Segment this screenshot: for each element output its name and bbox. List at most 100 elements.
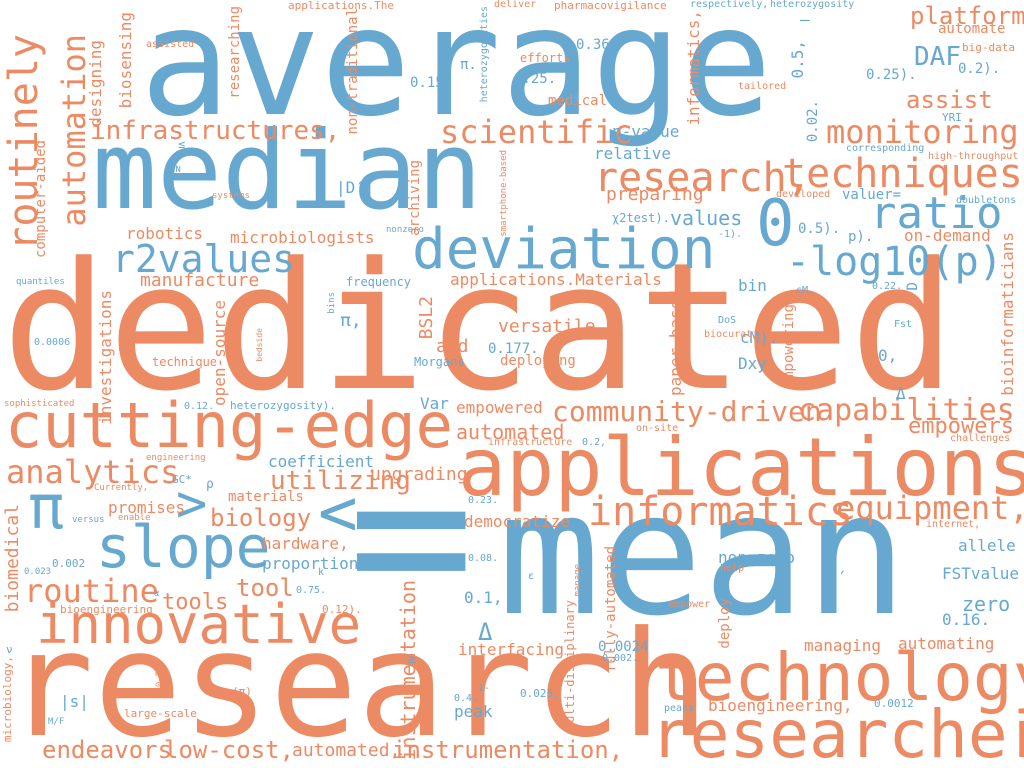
word: 0.0024 [598, 639, 649, 655]
word: routine [24, 572, 159, 610]
word: heterozygosity). [230, 399, 336, 412]
word: tailored [738, 81, 787, 92]
word: efforts [520, 51, 571, 65]
word: non-traditional [345, 8, 361, 135]
word: 0.002. [602, 653, 639, 664]
word: instrumentation [396, 580, 420, 761]
word: π. [460, 57, 477, 73]
word: community-driven [552, 395, 822, 428]
word: proportion [262, 554, 359, 573]
word: valuer= [842, 187, 902, 203]
word: on-site [636, 423, 679, 434]
word: assist [906, 86, 993, 114]
word: challenges [950, 433, 1011, 444]
word: 0.177. [488, 341, 539, 357]
word: microbiology, [1, 656, 14, 743]
word: cM. [796, 285, 815, 296]
word: automating [898, 634, 995, 653]
word: cutting-edge [5, 389, 453, 462]
word: multi-disciplinary [563, 600, 577, 731]
word: Dxy [738, 354, 767, 373]
word: large-scale [124, 707, 197, 720]
word: π [28, 473, 65, 543]
word: α [154, 589, 160, 599]
word: ρ [206, 477, 214, 492]
word: 0.002 [52, 557, 86, 570]
word: corresponding [846, 143, 925, 154]
word: 10-6. [658, 559, 689, 570]
word: coefficient [268, 452, 374, 471]
word: biosensing [116, 12, 135, 109]
word: preparing [606, 184, 704, 205]
word: bioengineering [60, 603, 153, 616]
word: 0.25. [514, 71, 557, 87]
word: hardware, [262, 534, 349, 553]
word: on-demand [904, 226, 991, 245]
word: technology [655, 639, 1024, 716]
word: biomedical [2, 504, 23, 613]
word: bins [327, 292, 337, 314]
word: median [92, 109, 483, 234]
word: microbiologists [230, 228, 375, 247]
word: capabilities [798, 393, 1015, 428]
word: χ2test). [612, 211, 670, 225]
word: automated [456, 420, 565, 444]
word: biology [210, 504, 312, 532]
word: 0.025. [520, 687, 560, 700]
word: deviation [412, 217, 716, 282]
word: (π) [232, 685, 252, 698]
word: |s| [60, 692, 89, 711]
word: ν [6, 643, 13, 656]
word: cM). [740, 328, 779, 347]
word: automate [938, 21, 1006, 37]
word: 0.08. [468, 553, 499, 564]
word: non-zero [718, 548, 796, 567]
word: frequency [346, 275, 412, 289]
word: informatics, [684, 10, 703, 126]
word: 0.0006 [34, 337, 71, 348]
word: deploy [717, 598, 733, 649]
word: high-throughput [928, 151, 1019, 162]
word: 0.25). [866, 67, 917, 83]
word: investigations [96, 290, 115, 425]
word: quantiles [16, 277, 65, 287]
word: informatics [588, 489, 853, 535]
word: 0.5, [788, 40, 807, 79]
word: sophisticated [4, 399, 75, 409]
word: researchers [650, 696, 1024, 768]
word: interfacing [458, 640, 564, 659]
word: k [318, 567, 325, 578]
word: mean [498, 456, 908, 654]
word: respectively, [690, 0, 769, 10]
word: instrumentation, [392, 736, 624, 764]
word: internet, [926, 519, 981, 530]
word: smartphone-based [499, 150, 509, 237]
word: 0.22. [872, 281, 903, 292]
word: GC* [172, 473, 192, 486]
word: π, [340, 310, 362, 331]
word: Morgans [414, 355, 465, 369]
word: infrastructures, [90, 116, 341, 146]
word: big-data [962, 41, 1015, 54]
word: M/F [48, 717, 65, 727]
word: systems [212, 191, 250, 201]
word: robotics [126, 224, 204, 243]
word: upgrading [370, 464, 468, 485]
word: 0.23. [468, 495, 499, 506]
word: automated, [292, 740, 401, 761]
word: 0, [878, 346, 898, 365]
word: values [670, 206, 743, 230]
word: applications.Materials [450, 270, 662, 289]
word: BSL2 [416, 296, 437, 340]
word: 0.16. [942, 610, 991, 629]
word: tool [236, 574, 294, 602]
word: ε [528, 571, 535, 582]
word: technique [152, 355, 218, 369]
word: D [905, 282, 921, 291]
word: equipment, [836, 489, 1024, 527]
word: -1). [718, 229, 743, 240]
word: innovative [36, 593, 362, 656]
word: r2values [112, 237, 296, 281]
word: monitoring [826, 113, 1019, 151]
word: computer-aided [33, 140, 49, 259]
